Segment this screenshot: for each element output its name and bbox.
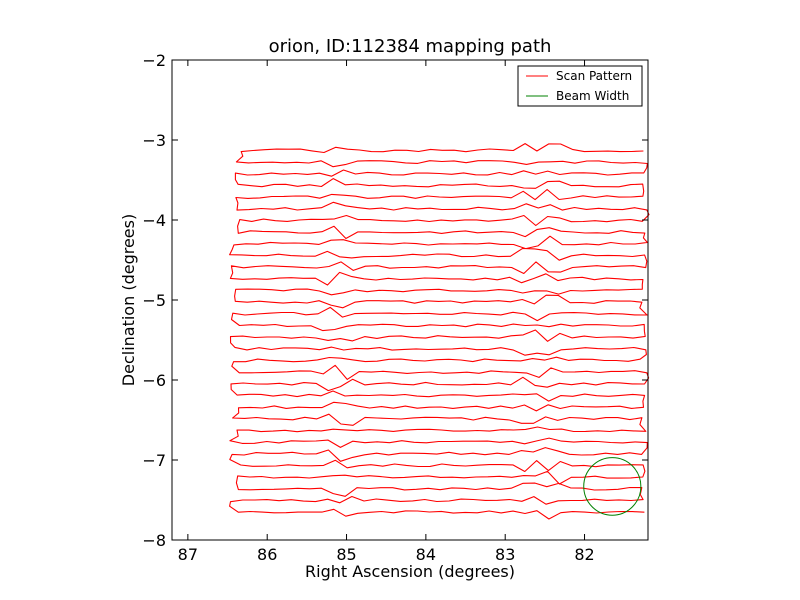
plot-area xyxy=(172,60,648,540)
y-tick-label: −5 xyxy=(142,291,166,310)
x-tick-label: 82 xyxy=(574,545,594,564)
y-tick-label: −4 xyxy=(142,211,166,230)
x-tick-label: 85 xyxy=(336,545,356,564)
beam-width-layer xyxy=(583,457,642,516)
legend: Scan Pattern Beam Width xyxy=(517,65,643,107)
y-tick-label: −3 xyxy=(142,131,166,150)
legend-label-beam: Beam Width xyxy=(556,89,629,103)
y-axis-ticks: −2 −3 −4 −5 −6 −7 −8 xyxy=(142,51,648,550)
legend-box xyxy=(517,65,643,107)
y-tick-label: −7 xyxy=(142,451,166,470)
x-tick-label: 84 xyxy=(416,545,436,564)
x-tick-label: 86 xyxy=(257,545,277,564)
x-tick-label: 83 xyxy=(495,545,515,564)
legend-label-scan: Scan Pattern xyxy=(556,69,632,83)
y-tick-label: −8 xyxy=(142,531,166,550)
scan-pattern-line xyxy=(229,143,650,520)
scan-pattern-layer xyxy=(229,143,650,520)
y-tick-label: −6 xyxy=(142,371,166,390)
x-axis-ticks: 87 86 85 84 83 82 xyxy=(178,60,595,564)
x-tick-label: 87 xyxy=(178,545,198,564)
y-axis-label: Declination (degrees) xyxy=(119,214,138,386)
beam-width-circle xyxy=(583,457,642,516)
chart-title: orion, ID:112384 mapping path xyxy=(269,36,552,57)
y-tick-label: −2 xyxy=(142,51,166,70)
x-axis-label: Right Ascension (degrees) xyxy=(305,562,515,581)
